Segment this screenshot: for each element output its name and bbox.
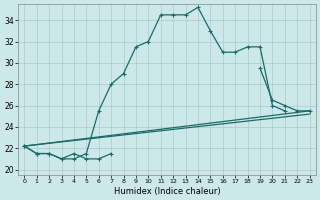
X-axis label: Humidex (Indice chaleur): Humidex (Indice chaleur) <box>114 187 220 196</box>
